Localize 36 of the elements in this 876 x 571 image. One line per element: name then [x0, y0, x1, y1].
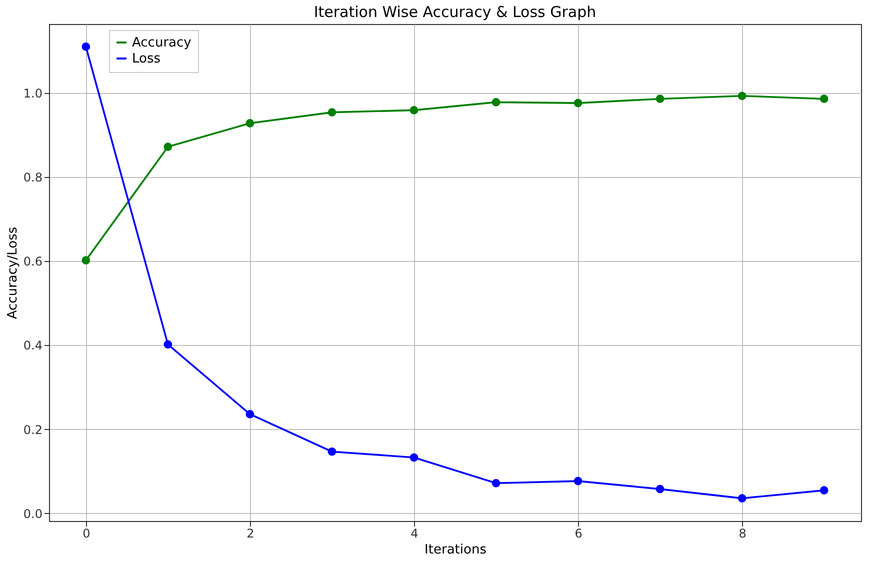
point [738, 92, 746, 100]
x-tick-label: 0 [82, 526, 90, 540]
point [656, 94, 664, 104]
point [246, 410, 254, 418]
point [328, 108, 336, 116]
x-tick-label: 6 [574, 526, 582, 540]
y-tick-label: 1.0 [23, 86, 42, 100]
x-tick-label: 4 [410, 526, 418, 540]
point [574, 98, 582, 108]
point [82, 42, 90, 51]
x-tick-label: 2 [246, 526, 254, 540]
point [492, 478, 500, 488]
point [492, 98, 500, 106]
point [164, 142, 172, 151]
y-tick-label: 0.8 [23, 170, 42, 185]
point [164, 340, 172, 349]
y-tick-label: 0.2 [23, 422, 42, 437]
legend-label: Accuracy [132, 36, 192, 50]
point [246, 119, 254, 128]
point [738, 494, 746, 502]
point [328, 447, 336, 456]
y-tick-label: 0.6 [23, 254, 42, 269]
y-tick-label: 0.4 [23, 338, 42, 353]
chart-title: Iteration Wise Accuracy & Loss Graph [314, 3, 596, 21]
y-tick-label: 0.0 [23, 506, 42, 521]
x-tick-label: 8 [738, 526, 746, 540]
point [820, 486, 828, 494]
y-axis-title: Accuracy/Loss [5, 226, 20, 320]
point [410, 453, 418, 462]
point [410, 106, 418, 114]
point [820, 94, 828, 104]
legend-label: Loss [132, 52, 161, 66]
point [656, 484, 664, 494]
point [82, 256, 90, 264]
point [574, 476, 582, 486]
x-axis-title: Iterations [424, 542, 487, 558]
